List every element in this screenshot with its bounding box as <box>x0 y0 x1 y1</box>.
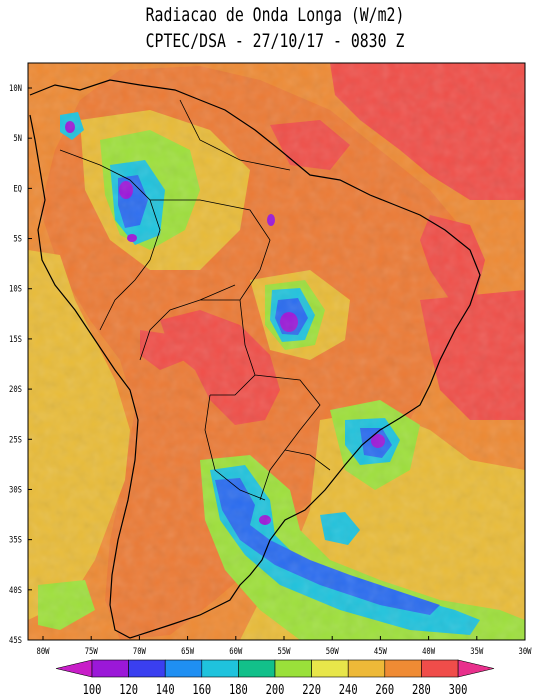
latitude-label: 10N <box>9 82 22 93</box>
colorbar-swatch <box>347 659 386 678</box>
colorbar-swatch <box>128 659 166 678</box>
country-borders <box>59 99 331 501</box>
latitude-label: 35S <box>9 534 22 545</box>
colorbar-label: 180 <box>229 682 248 697</box>
colorbar-label: 200 <box>266 682 285 697</box>
colorbar: 100 120 140 160 180 200 220 240 260 280 300 <box>55 659 495 697</box>
latitude-label: 45S <box>9 634 22 645</box>
longitude-label: 60W <box>229 645 242 656</box>
colorbar-label: 220 <box>302 682 321 697</box>
colorbar-swatch <box>201 659 239 678</box>
latitude-label: 10S <box>9 283 22 294</box>
colorbar-under-arrow <box>55 659 93 678</box>
longitude-label: 80W <box>37 645 50 656</box>
olr-field <box>28 63 525 640</box>
latitude-label: 25S <box>9 433 22 444</box>
colorbar-swatch <box>384 659 422 678</box>
colorbar-label: 100 <box>83 682 102 697</box>
colorbar-label: 120 <box>119 682 138 697</box>
longitude-label: 70W <box>133 645 146 656</box>
latitude-label: 30S <box>9 484 22 495</box>
map-title: Radiacao de Onda Longa (W/m2) <box>145 4 405 26</box>
coastline <box>29 79 481 639</box>
longitude-label: 50W <box>326 645 339 656</box>
longitude-label: 30W <box>519 645 532 656</box>
colorbar-swatch <box>91 659 129 678</box>
longitude-label: 45W <box>374 645 387 656</box>
colorbar-swatch <box>421 659 459 678</box>
colorbar-label: 280 <box>412 682 431 697</box>
colorbar-over-arrow <box>457 659 495 678</box>
colorbar-swatch <box>274 659 312 678</box>
longitude-label: 55W <box>278 645 291 656</box>
longitude-label: 40W <box>422 645 435 656</box>
latitude-label: 40S <box>9 584 22 595</box>
colorbar-label: 260 <box>375 682 394 697</box>
latitude-label: EQ <box>13 183 22 194</box>
colorbar-label: 240 <box>339 682 358 697</box>
latitude-axis: 10N 5N EQ 5S 10S 15S 20S 25S 30S 35S 40S 45S <box>9 82 32 645</box>
longitude-label: 75W <box>85 645 98 656</box>
longitude-label: 65W <box>181 645 194 656</box>
latitude-label: 5N <box>13 132 22 143</box>
map-frame <box>27 62 526 641</box>
colorbar-swatch <box>311 659 349 678</box>
colorbar-label: 300 <box>449 682 468 697</box>
colorbar-swatch <box>164 659 203 678</box>
longitude-axis: 80W 75W 70W 65W 60W 55W 50W 45W 40W 35W 30W <box>37 636 532 656</box>
map-subtitle: CPTEC/DSA - 27/10/17 - 0830 Z <box>145 30 405 52</box>
colorbar-label: 140 <box>156 682 175 697</box>
latitude-label: 20S <box>9 383 22 394</box>
latitude-label: 5S <box>13 233 22 244</box>
latitude-label: 15S <box>9 333 22 344</box>
colorbar-label: 160 <box>192 682 211 697</box>
longitude-label: 35W <box>470 645 483 656</box>
colorbar-swatch <box>238 659 276 678</box>
